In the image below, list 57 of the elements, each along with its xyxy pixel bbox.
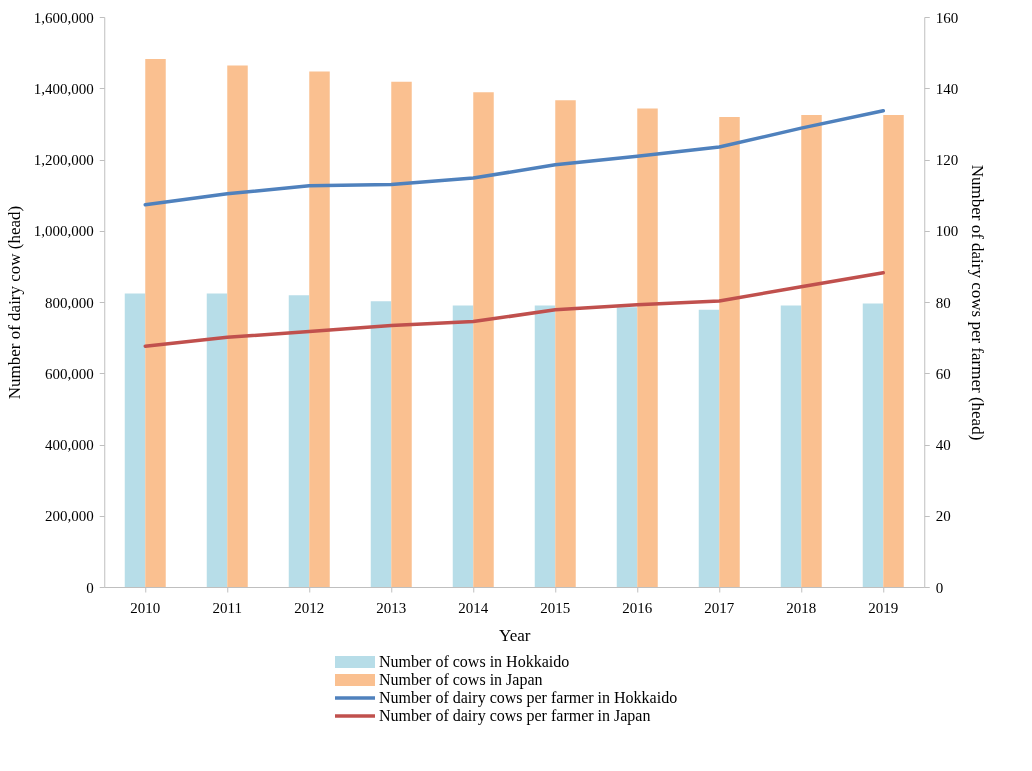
bar (145, 59, 166, 587)
y-tick-label: 1,000,000 (33, 223, 94, 240)
bar (124, 293, 146, 587)
y2-tick-label: 160 (935, 9, 959, 26)
line-series (143, 108, 885, 207)
bar (616, 307, 638, 587)
legend-label: Number of dairy cows per farmer in Japan (379, 707, 651, 725)
legend-label: Number of dairy cows per farmer in Hokkaido (379, 689, 678, 707)
y2-tick-label: 60 (935, 365, 951, 382)
bar (370, 301, 392, 587)
y2-axis-title: Number of dairy cows per farmer (head) (968, 164, 988, 441)
bar (288, 295, 310, 587)
legend-label: Number of cows in Japan (379, 671, 543, 689)
x-tick-label: 2015 (540, 599, 571, 616)
y-tick-label: 1,400,000 (33, 80, 94, 97)
y2-tick-label: 120 (935, 152, 959, 168)
bar (780, 305, 802, 587)
y-tick-label: 600,000 (45, 365, 94, 382)
bar (719, 117, 740, 587)
y-tick-label: 200,000 (45, 508, 94, 525)
bar (555, 100, 576, 587)
y-axis-title: Number of dairy cow (head) (4, 205, 24, 400)
y-tick-label: 800,000 (45, 294, 94, 311)
line-series (143, 271, 885, 348)
y2-tick-label: 80 (935, 294, 951, 311)
x-tick-label: 2019 (868, 599, 899, 616)
x-tick-label: 2016 (622, 599, 653, 616)
x-tick-label: 2010 (130, 599, 161, 616)
bar (637, 108, 658, 587)
y2-tick-label: 20 (935, 508, 951, 525)
x-axis-title: Year (499, 625, 531, 645)
x-tick-label: 2018 (786, 599, 817, 616)
y2-tick-label: 40 (935, 437, 951, 453)
bar (452, 305, 474, 587)
bar (309, 71, 330, 587)
y2-tick-label: 140 (935, 80, 959, 97)
bar (206, 293, 228, 587)
y2-tick-label: 100 (935, 223, 959, 240)
bar (391, 81, 412, 587)
y-tick-label: 1,600,000 (33, 9, 94, 26)
x-tick-label: 2017 (704, 599, 735, 616)
bar (862, 303, 884, 587)
x-tick-label: 2012 (294, 599, 325, 616)
bar (883, 114, 904, 587)
y-tick-label: 1,200,000 (33, 152, 94, 168)
bar (801, 114, 822, 587)
x-tick-label: 2014 (458, 599, 489, 616)
x-tick-label: 2011 (212, 599, 242, 616)
bar (534, 305, 556, 587)
bar (698, 309, 720, 587)
y-tick-label: 0 (86, 579, 94, 596)
x-tick-label: 2013 (376, 599, 407, 616)
bar (227, 65, 248, 587)
y2-tick-label: 0 (935, 579, 944, 596)
legend-label: Number of cows in Hokkaido (379, 653, 570, 670)
y-tick-label: 400,000 (45, 437, 94, 453)
bar (473, 92, 494, 587)
